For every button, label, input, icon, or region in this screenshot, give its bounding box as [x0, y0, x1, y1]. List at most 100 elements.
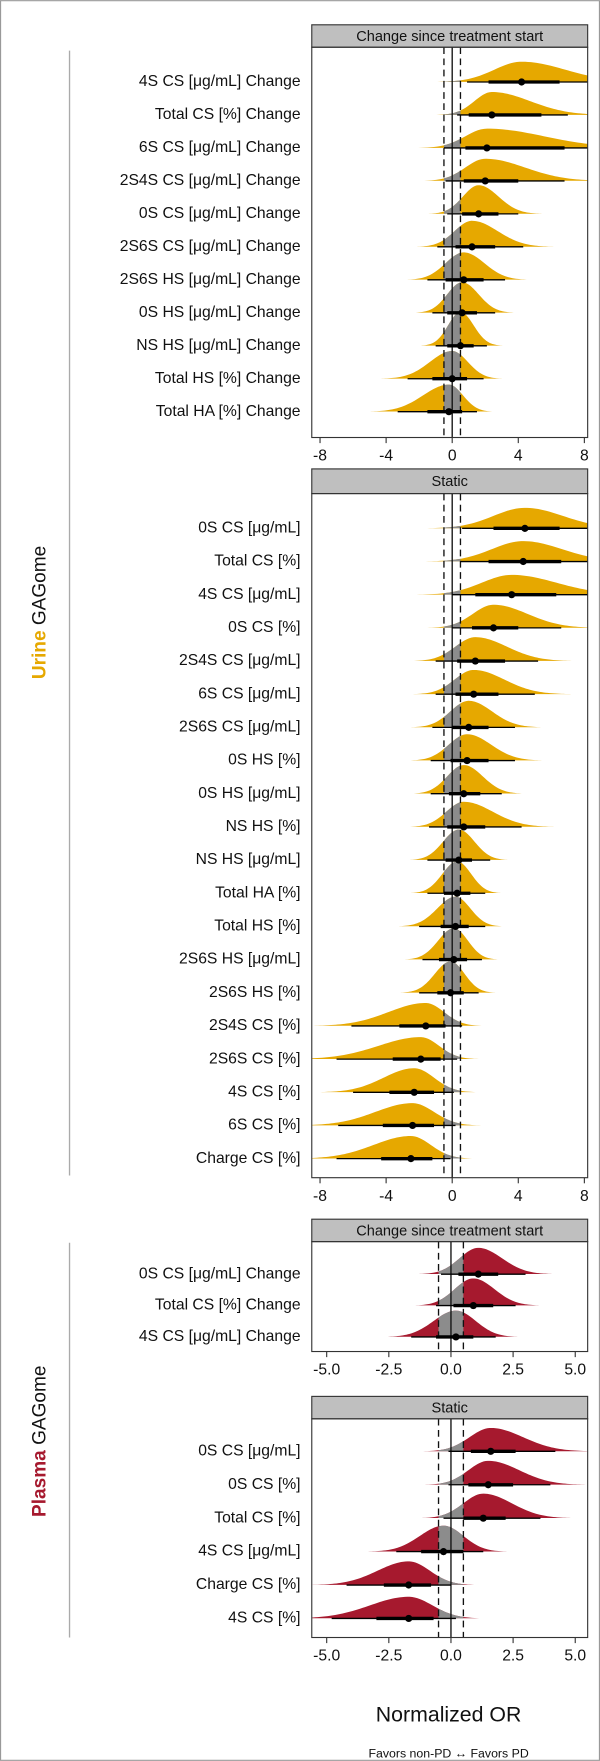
row-label: 6S CS [%] [228, 1117, 300, 1134]
estimate [481, 177, 489, 185]
row-label: 4S CS [μg/mL] [198, 586, 300, 603]
density [408, 734, 544, 761]
estimate [474, 1270, 482, 1278]
density-rope [443, 1152, 461, 1159]
panel-title: Static [432, 1401, 468, 1417]
plot-border [311, 1241, 589, 1353]
x-tick-label: 2.5 [502, 1648, 524, 1665]
estimate [521, 524, 529, 532]
row-label: 0S CS [μg/mL] [198, 1442, 300, 1459]
x-tick-label: -5.0 [313, 1362, 340, 1379]
estimate [508, 591, 516, 599]
estimate [455, 856, 463, 864]
estimate [417, 1055, 425, 1063]
estimate [460, 276, 468, 284]
density [410, 765, 525, 794]
density-rope [438, 1503, 464, 1519]
density [421, 158, 588, 181]
density-rope [438, 1608, 464, 1619]
row-label: 2S6S HS [μg/mL] [179, 951, 301, 968]
density [422, 541, 588, 562]
density [414, 282, 515, 313]
x-axis-note: Favors non-PD ↔ Favors PD [368, 1746, 528, 1760]
density-rope [443, 199, 461, 214]
density [436, 91, 588, 115]
panel-title: Change since treatment start [356, 29, 543, 45]
row-label: Total CS [%] Change [155, 1297, 301, 1314]
density [416, 574, 588, 595]
estimate [470, 690, 478, 698]
plot-area [384, 1241, 554, 1352]
row-label: 0S CS [μg/mL] Change [139, 205, 301, 222]
estimate [469, 1301, 477, 1310]
density-rope [438, 1473, 464, 1485]
strip [311, 468, 589, 495]
estimate [408, 1121, 417, 1130]
estimate [489, 624, 498, 632]
group-label: Plasma GAGome [29, 1366, 50, 1517]
row-label: Total CS [%] Change [155, 106, 301, 123]
row-label: Charge CS [%] [196, 1150, 301, 1167]
density-rope [443, 621, 461, 628]
row-label: NS HS [μg/mL] Change [136, 337, 301, 354]
estimate [463, 756, 471, 765]
density [434, 61, 588, 82]
estimate [405, 1581, 413, 1589]
group-name: Urine [29, 630, 50, 679]
estimate [439, 1548, 448, 1556]
row-label: 0S CS [μg/mL] [198, 519, 300, 536]
row-label: NS HS [%] [226, 818, 301, 835]
row-label: 0S CS [μg/mL] Change [139, 1265, 301, 1282]
density [420, 312, 503, 346]
estimate [452, 1333, 460, 1341]
density [367, 1525, 508, 1552]
row-label: 2S4S CS [μg/mL] [179, 652, 301, 669]
x-tick-label: 5.0 [564, 1648, 586, 1665]
row-label: 4S CS [μg/mL] Change [139, 73, 301, 90]
estimate [446, 989, 455, 997]
estimate [456, 342, 465, 350]
x-tick-label: 0 [448, 1188, 457, 1205]
x-tick-label: -4 [379, 448, 393, 465]
density-rope [438, 1576, 464, 1585]
row-label: 0S HS [μg/mL] Change [139, 304, 301, 321]
estimate [451, 922, 460, 931]
plot-area [366, 47, 588, 438]
x-tick-label: -8 [313, 448, 327, 465]
density [405, 252, 530, 280]
estimate [517, 78, 526, 86]
row-label: Charge CS [%] [196, 1576, 301, 1593]
row-label: 4S CS [%] [228, 1610, 300, 1627]
row-label: 2S6S CS [%] [209, 1050, 301, 1067]
density [311, 1561, 477, 1585]
estimate [453, 889, 461, 897]
estimate [475, 210, 483, 218]
plot-area [311, 493, 588, 1178]
x-tick-label: -2.5 [375, 1362, 402, 1379]
x-tick-label: 8 [580, 448, 589, 465]
density [311, 1037, 479, 1059]
x-tick-label: 2.5 [502, 1362, 524, 1379]
row-label: 4S CS [%] [228, 1083, 300, 1100]
estimate [468, 243, 476, 251]
x-axis-title: Normalized OR [376, 1703, 522, 1727]
estimate [471, 657, 479, 665]
estimate [450, 956, 458, 964]
plot-border [311, 1418, 589, 1639]
x-tick-label: 5.0 [564, 1362, 586, 1379]
x-tick-label: -2.5 [375, 1648, 402, 1665]
density [380, 351, 503, 379]
x-tick-label: -5.0 [313, 1648, 340, 1665]
x-tick-label: -4 [379, 1188, 393, 1205]
row-label: 6S CS [μg/mL] Change [139, 139, 301, 156]
group-rest: GAGome [29, 1366, 50, 1445]
row-label: 4S CS [μg/mL] Change [139, 1328, 301, 1345]
density [423, 1427, 588, 1452]
row-label: 2S6S CS [μg/mL] [179, 719, 301, 736]
estimate [458, 309, 466, 317]
row-label: Total HA [%] [215, 884, 300, 901]
row-label: 2S4S CS [%] [209, 1017, 301, 1034]
density-rope [443, 1049, 461, 1059]
row-label: Total HS [%] Change [155, 370, 301, 387]
